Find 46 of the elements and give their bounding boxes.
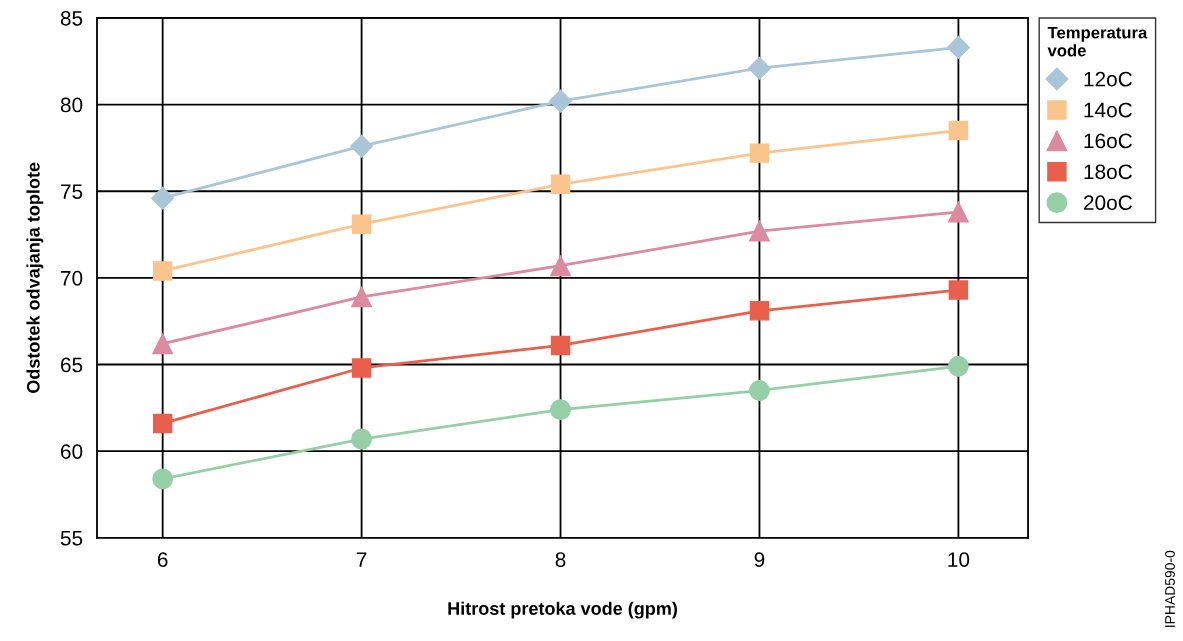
legend-title: Temperatura vode (1047, 26, 1148, 57)
x-tick-label: 7 (356, 552, 367, 567)
y-axis-title: Odstotek odvajanja toplote (26, 162, 44, 393)
point (550, 255, 571, 277)
point (747, 56, 771, 80)
point (152, 333, 174, 355)
text: IPHAD590-0 (1165, 550, 1175, 627)
point (749, 143, 770, 163)
point (948, 280, 969, 300)
x-tick-label: 10 (948, 552, 970, 567)
point (550, 335, 571, 356)
point (749, 220, 770, 242)
legend-label: 16oC (1084, 133, 1132, 149)
x-tick-label: 6 (157, 552, 168, 567)
point (151, 186, 175, 210)
legend-label: 18oC (1084, 164, 1132, 180)
point (549, 89, 573, 113)
legend-label: 20oC (1084, 195, 1132, 211)
point (351, 214, 372, 234)
point (948, 120, 969, 141)
point (152, 468, 174, 490)
y-tick-label: 80 (60, 97, 83, 113)
point (351, 428, 373, 450)
y-tick-label: 85 (60, 10, 83, 26)
y-tick-label: 75 (61, 184, 83, 199)
y-tick-label: 60 (61, 444, 83, 459)
point (351, 286, 373, 308)
point (550, 399, 571, 420)
point (351, 358, 372, 378)
point (947, 355, 969, 377)
point (152, 413, 173, 434)
y-tick-label: 55 (60, 531, 83, 546)
x-axis-title: Hitrost pretoka vode (gpm) (448, 601, 677, 619)
legend-label: 12oC (1084, 71, 1132, 87)
point (749, 380, 770, 401)
x-tick-label: 8 (555, 552, 566, 567)
x-tick-label: 9 (754, 552, 765, 567)
point (350, 134, 374, 158)
point (947, 201, 969, 223)
y-tick-label: 65 (61, 357, 83, 373)
point (749, 301, 770, 321)
legend-label: 14oC (1084, 102, 1132, 118)
point (550, 174, 571, 195)
y-tick-label: 70 (61, 270, 83, 286)
point (152, 261, 173, 281)
point (946, 35, 970, 59)
